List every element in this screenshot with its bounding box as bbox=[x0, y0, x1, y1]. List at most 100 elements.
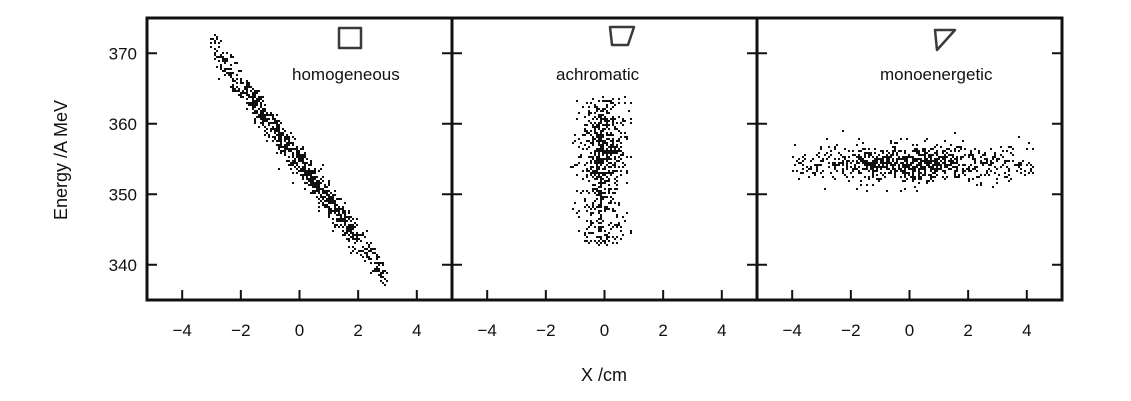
data-point bbox=[296, 150, 298, 152]
data-point bbox=[586, 148, 588, 150]
data-point bbox=[630, 118, 632, 120]
data-point bbox=[986, 170, 988, 172]
data-point bbox=[346, 226, 348, 228]
data-point bbox=[822, 170, 824, 172]
data-point bbox=[964, 170, 966, 172]
data-point bbox=[576, 164, 578, 166]
data-point bbox=[906, 162, 908, 164]
data-point bbox=[604, 124, 606, 126]
data-point bbox=[602, 160, 604, 162]
data-point bbox=[354, 234, 356, 236]
data-point bbox=[1020, 168, 1022, 170]
data-point bbox=[268, 134, 270, 136]
data-point bbox=[948, 148, 950, 150]
data-point bbox=[866, 166, 868, 168]
data-point bbox=[294, 160, 296, 162]
data-point bbox=[630, 102, 632, 104]
data-point bbox=[914, 186, 916, 188]
data-point bbox=[598, 156, 600, 158]
data-point bbox=[936, 164, 938, 166]
data-point bbox=[606, 156, 608, 158]
data-point bbox=[630, 122, 632, 124]
data-point bbox=[806, 166, 808, 168]
data-point bbox=[300, 160, 302, 162]
data-point bbox=[1018, 162, 1020, 164]
data-point bbox=[890, 170, 892, 172]
data-point bbox=[986, 162, 988, 164]
data-point bbox=[822, 158, 824, 160]
data-point bbox=[238, 88, 240, 90]
data-point bbox=[292, 156, 294, 158]
data-point bbox=[928, 166, 930, 168]
data-point bbox=[276, 128, 278, 130]
data-point bbox=[598, 148, 600, 150]
data-point bbox=[600, 130, 602, 132]
data-point bbox=[968, 166, 970, 168]
data-point bbox=[344, 214, 346, 216]
data-point bbox=[328, 202, 330, 204]
data-point bbox=[856, 160, 858, 162]
data-point bbox=[584, 232, 586, 234]
data-point bbox=[586, 190, 588, 192]
data-point bbox=[328, 208, 330, 210]
data-point bbox=[880, 178, 882, 180]
data-point bbox=[608, 236, 610, 238]
data-point bbox=[254, 106, 256, 108]
data-point bbox=[878, 158, 880, 160]
data-point bbox=[246, 108, 248, 110]
data-point bbox=[266, 118, 268, 120]
data-point bbox=[1006, 160, 1008, 162]
data-point bbox=[304, 164, 306, 166]
data-point bbox=[882, 150, 884, 152]
data-point bbox=[598, 192, 600, 194]
data-point bbox=[612, 164, 614, 166]
data-point bbox=[600, 206, 602, 208]
data-point bbox=[348, 218, 350, 220]
data-point bbox=[622, 234, 624, 236]
data-point bbox=[844, 156, 846, 158]
data-point bbox=[272, 136, 274, 138]
data-point bbox=[280, 146, 282, 148]
data-point bbox=[374, 252, 376, 254]
data-point bbox=[884, 172, 886, 174]
data-point bbox=[210, 42, 212, 44]
data-point bbox=[880, 150, 882, 152]
data-point bbox=[212, 38, 214, 40]
data-point bbox=[872, 174, 874, 176]
data-point bbox=[610, 200, 612, 202]
data-point bbox=[356, 252, 358, 254]
data-point bbox=[860, 184, 862, 186]
data-point bbox=[600, 116, 602, 118]
data-point bbox=[888, 168, 890, 170]
data-point bbox=[950, 160, 952, 162]
data-point bbox=[364, 248, 366, 250]
data-point bbox=[352, 236, 354, 238]
data-point bbox=[608, 232, 610, 234]
data-point bbox=[318, 170, 320, 172]
data-point bbox=[612, 144, 614, 146]
data-point bbox=[626, 136, 628, 138]
data-point bbox=[896, 152, 898, 154]
data-point bbox=[350, 230, 352, 232]
data-point bbox=[288, 150, 290, 152]
data-point bbox=[866, 162, 868, 164]
data-point bbox=[386, 272, 388, 274]
data-point bbox=[596, 198, 598, 200]
data-point bbox=[300, 158, 302, 160]
data-point bbox=[922, 166, 924, 168]
data-point bbox=[332, 200, 334, 202]
data-point bbox=[232, 86, 234, 88]
data-point bbox=[606, 152, 608, 154]
data-point bbox=[306, 176, 308, 178]
data-point bbox=[352, 232, 354, 234]
data-point bbox=[290, 164, 292, 166]
data-point bbox=[592, 170, 594, 172]
data-point bbox=[328, 194, 330, 196]
data-point bbox=[614, 182, 616, 184]
data-point bbox=[950, 150, 952, 152]
data-point bbox=[278, 134, 280, 136]
data-point bbox=[334, 226, 336, 228]
data-point bbox=[316, 176, 318, 178]
data-point bbox=[334, 204, 336, 206]
data-point bbox=[222, 70, 224, 72]
